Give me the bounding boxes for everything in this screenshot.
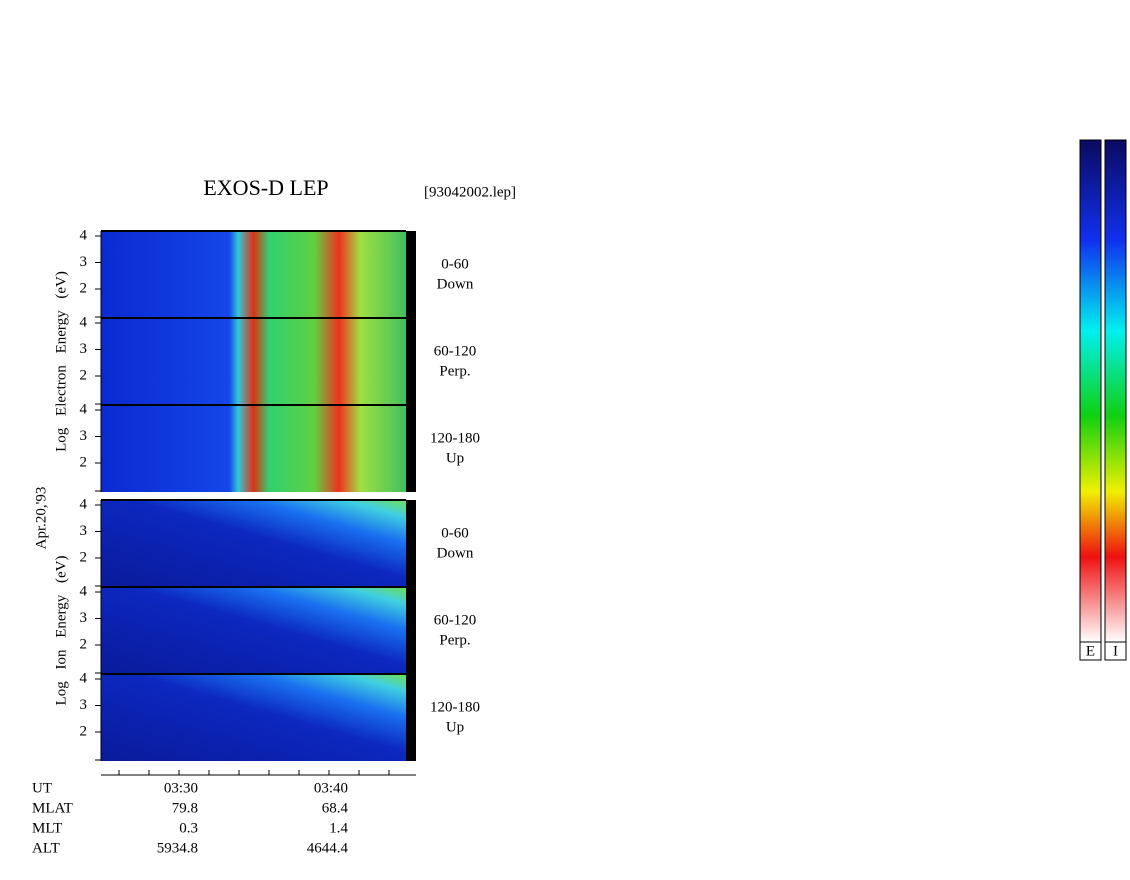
panel-direction: Down [437,545,474,561]
y-tick-label: 4 [80,670,88,686]
spectrogram [101,500,406,587]
file-name: [93042002.lep] [424,184,516,200]
colorbar-label: I [1113,643,1118,659]
footer-value: 4644.4 [307,840,349,856]
y-tick-label: 3 [80,254,88,270]
footer-label: MLT [32,820,62,836]
panel-direction: Perp. [439,632,470,648]
panel-range: 120-180 [430,699,480,715]
data-gap [406,318,416,405]
panel-direction: Perp. [439,363,470,379]
y-tick-label: 4 [80,227,88,243]
data-gap [406,674,416,761]
y-tick-label: 2 [80,549,88,565]
panel-range: 120-180 [430,430,480,446]
spectrogram [101,318,406,405]
data-gap [406,231,416,318]
data-gap [406,405,416,492]
y-tick-label: 3 [80,523,88,539]
y-tick-label: 3 [80,341,88,357]
colorbar [1104,139,1127,643]
y-tick-label: 2 [80,367,88,383]
colorbar-label-box [1104,641,1127,661]
footer-label: UT [32,780,52,796]
title: EXOS-D LEP [203,175,328,200]
footer-value: 1.4 [329,820,348,836]
y-tick-label: 4 [80,496,88,512]
y-tick-label: 2 [80,723,88,739]
y-tick-label: 3 [80,610,88,626]
spectrogram [101,231,406,318]
axis-label: Log Electron Energy (eV) [53,271,69,452]
footer-label: ALT [32,840,60,856]
colorbar [1079,139,1102,643]
panel-direction: Up [446,719,464,735]
footer-value: 68.4 [322,800,349,816]
spectrogram [101,674,406,761]
spectrogram [101,587,406,674]
panel-direction: Up [446,450,464,466]
y-tick-label: 3 [80,697,88,713]
footer-value: 5934.8 [157,840,198,856]
footer-label: MLAT [32,800,73,816]
colorbar-label: E [1086,643,1095,659]
y-tick-label: 2 [80,636,88,652]
spectrogram [101,405,406,492]
panel-range: 60-120 [434,612,477,628]
colorbar-label-box [1079,641,1102,661]
y-tick-label: 3 [80,428,88,444]
y-tick-label: 4 [80,583,88,599]
panel-direction: Down [437,276,474,292]
panel-range: 0-60 [441,256,469,272]
date-label: Apr.20,'93 [33,487,49,550]
data-gap [406,500,416,587]
y-tick-label: 2 [80,280,88,296]
footer-value: 03:30 [164,780,198,796]
footer-value: 0.3 [179,820,198,836]
panel-range: 60-120 [434,343,477,359]
y-tick-label: 2 [80,454,88,470]
panel-range: 0-60 [441,525,469,541]
axis-label: Log Ion Energy (eV) [53,556,69,706]
footer-value: 79.8 [172,800,198,816]
y-tick-label: 4 [80,401,88,417]
footer-value: 03:40 [314,780,348,796]
y-tick-label: 4 [80,314,88,330]
data-gap [406,587,416,674]
